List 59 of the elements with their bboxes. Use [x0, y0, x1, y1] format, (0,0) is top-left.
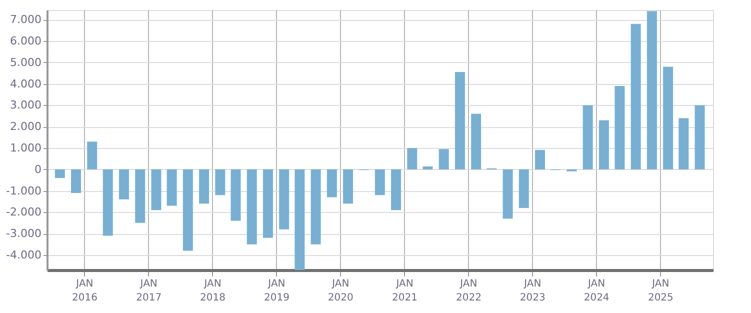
x-tick-label: JAN 2019 [264, 278, 290, 304]
bar [582, 105, 593, 170]
x-tick-label: JAN 2021 [392, 278, 418, 304]
bar [343, 169, 354, 204]
bar [199, 169, 210, 204]
x-tick-label: JAN 2022 [456, 278, 482, 304]
bar [182, 169, 193, 251]
y-tick-label: 1.000 [10, 142, 42, 155]
y-tick-label: -3.000 [6, 227, 42, 240]
bar [118, 169, 129, 200]
x-tick-label: JAN 2018 [200, 278, 226, 304]
bar [614, 86, 625, 170]
y-tick-label: -2.000 [6, 206, 42, 219]
y-tick-label: 7.000 [10, 13, 42, 26]
bar [262, 169, 273, 238]
bar [71, 169, 81, 193]
bar [694, 105, 705, 170]
x-tick-label: JAN 2024 [584, 278, 610, 304]
bar [391, 169, 402, 210]
bar [535, 150, 546, 170]
bar [407, 148, 418, 170]
x-tick-label: JAN 2017 [136, 278, 162, 304]
bar [598, 120, 609, 170]
y-tick-label: 0 [34, 162, 42, 176]
y-tick-label: -1.000 [6, 184, 42, 198]
bar [54, 169, 65, 178]
bar [646, 11, 657, 170]
y-tick-label: 3.000 [10, 98, 42, 112]
bar [102, 169, 113, 236]
bar [294, 169, 305, 270]
y-tick-label: 5.000 [10, 56, 42, 69]
x-tick-label: JAN 2020 [328, 278, 354, 304]
bar [438, 149, 449, 170]
bar [151, 169, 162, 210]
bar [454, 72, 465, 170]
bar [135, 169, 146, 223]
bar [374, 169, 385, 196]
x-tick-label: JAN 2025 [648, 278, 674, 304]
bar [630, 24, 641, 170]
y-tick-label: 2.000 [10, 120, 42, 134]
y-tick-label: 4.000 [10, 77, 42, 90]
bar [326, 169, 337, 198]
bar [471, 114, 482, 170]
bar [87, 142, 98, 170]
y-tick-label: -4.000 [6, 248, 42, 262]
x-tick-label: JAN 2023 [520, 278, 546, 304]
bar [310, 169, 321, 244]
y-tick-label: 6.000 [10, 34, 42, 48]
bar [166, 169, 177, 206]
bar [502, 169, 513, 219]
x-tick-label: JAN 2016 [72, 278, 98, 304]
bar [518, 169, 529, 208]
bar [215, 169, 226, 196]
bar [678, 118, 689, 170]
bar [422, 166, 433, 170]
bar [279, 169, 290, 230]
bar [246, 169, 257, 244]
bar [230, 169, 241, 221]
bar [663, 66, 674, 170]
